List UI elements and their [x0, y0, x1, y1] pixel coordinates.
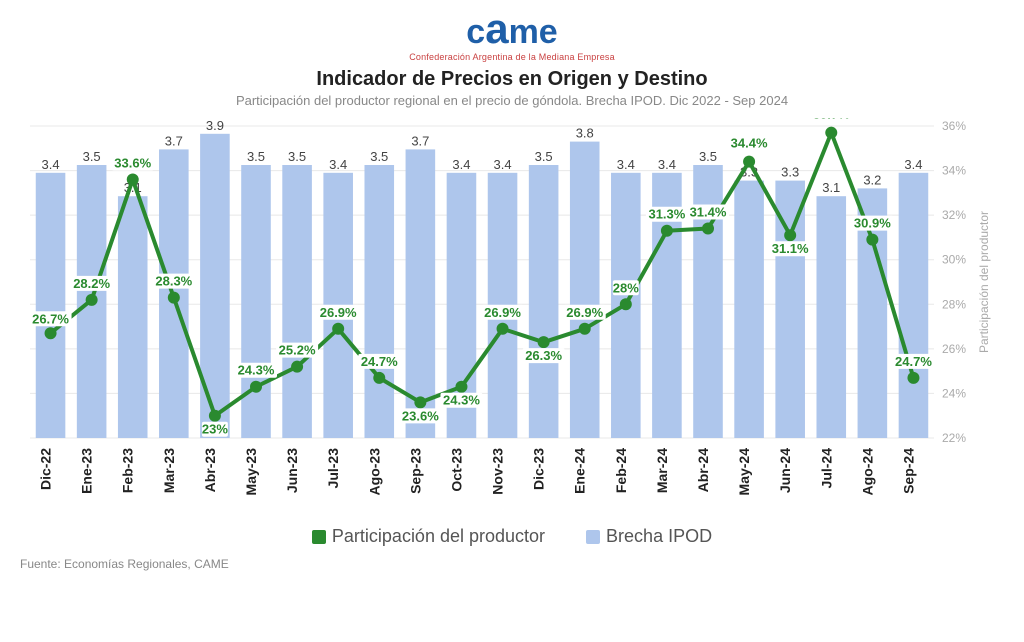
svg-text:3.5: 3.5	[699, 149, 717, 164]
legend-bar-swatch	[586, 530, 600, 544]
svg-text:25.2%: 25.2%	[279, 343, 316, 358]
svg-text:3.4: 3.4	[617, 157, 635, 172]
svg-text:Ago-24: Ago-24	[859, 448, 875, 496]
svg-text:26.7%: 26.7%	[32, 311, 69, 326]
svg-text:28%: 28%	[942, 297, 966, 311]
svg-text:23.6%: 23.6%	[402, 408, 439, 423]
svg-text:26.9%: 26.9%	[320, 305, 357, 320]
svg-text:Sep-23: Sep-23	[407, 448, 423, 494]
svg-text:Mar-23: Mar-23	[161, 448, 177, 493]
svg-text:3.1: 3.1	[822, 180, 840, 195]
svg-text:26.9%: 26.9%	[484, 305, 521, 320]
logo: came Confederación Argentina de la Media…	[20, 8, 1004, 62]
svg-text:3.4: 3.4	[42, 157, 60, 172]
svg-text:26%: 26%	[942, 342, 966, 356]
svg-text:24.3%: 24.3%	[238, 363, 275, 378]
svg-text:Oct-23: Oct-23	[448, 448, 464, 492]
svg-text:26.3%: 26.3%	[525, 348, 562, 363]
svg-text:Jul-24: Jul-24	[818, 448, 834, 489]
svg-text:3.3: 3.3	[781, 165, 799, 180]
svg-text:34%: 34%	[942, 164, 966, 178]
svg-text:24.3%: 24.3%	[443, 393, 480, 408]
svg-text:30%: 30%	[942, 253, 966, 267]
svg-text:Ene-24: Ene-24	[572, 448, 588, 494]
combo-chart-svg: 22% 24% 26% 28% 30% 32% 34% 36% Participación de…	[20, 118, 1004, 518]
source-text: Fuente: Economías Regionales, CAME	[20, 557, 1004, 571]
svg-text:28.2%: 28.2%	[73, 276, 110, 291]
svg-text:3.9: 3.9	[206, 118, 224, 133]
svg-text:3.5: 3.5	[370, 149, 388, 164]
svg-text:23%: 23%	[202, 422, 228, 437]
svg-text:33.6%: 33.6%	[114, 155, 151, 170]
svg-text:28.3%: 28.3%	[155, 274, 192, 289]
svg-text:Jul-23: Jul-23	[325, 448, 341, 489]
svg-text:3.5: 3.5	[535, 149, 553, 164]
svg-text:31.3%: 31.3%	[648, 207, 685, 222]
svg-text:3.2: 3.2	[863, 172, 881, 187]
svg-text:36%: 36%	[942, 119, 966, 133]
svg-text:26.9%: 26.9%	[566, 305, 603, 320]
svg-text:Jun-24: Jun-24	[777, 448, 793, 493]
svg-text:Abr-23: Abr-23	[202, 448, 218, 493]
svg-text:Feb-24: Feb-24	[613, 448, 629, 493]
svg-text:3.8: 3.8	[576, 126, 594, 141]
logo-subtitle: Confederación Argentina de la Mediana Em…	[20, 52, 1004, 62]
svg-text:Mar-24: Mar-24	[654, 448, 670, 493]
svg-text:28%: 28%	[613, 280, 639, 295]
svg-text:3.4: 3.4	[904, 157, 922, 172]
svg-text:32%: 32%	[942, 208, 966, 222]
svg-text:Sep-24: Sep-24	[900, 448, 916, 494]
svg-text:Ene-23: Ene-23	[79, 448, 95, 494]
legend-line-label: Participación del productor	[332, 526, 545, 547]
legend-item-line: Participación del productor	[312, 526, 545, 547]
svg-text:3.4: 3.4	[494, 157, 512, 172]
svg-text:31.1%: 31.1%	[772, 241, 809, 256]
logo-text: came	[466, 8, 557, 50]
svg-text:3.5: 3.5	[288, 149, 306, 164]
legend-line-swatch	[312, 530, 326, 544]
chart-title: Indicador de Precios en Origen y Destino	[20, 68, 1004, 91]
svg-text:May-24: May-24	[736, 448, 752, 496]
svg-text:24.7%: 24.7%	[361, 354, 398, 369]
svg-text:Dic-23: Dic-23	[531, 448, 547, 490]
chart-area: 22% 24% 26% 28% 30% 32% 34% 36% Participación de…	[20, 118, 1004, 518]
svg-text:22%: 22%	[942, 431, 966, 445]
chart-subtitle: Participación del productor regional en …	[20, 93, 1004, 108]
svg-text:30.9%: 30.9%	[854, 216, 891, 231]
svg-text:3.7: 3.7	[165, 133, 183, 148]
svg-text:3.7: 3.7	[411, 133, 429, 148]
legend: Participación del productor Brecha IPOD	[20, 526, 1004, 549]
svg-text:Jun-23: Jun-23	[284, 448, 300, 493]
svg-text:24%: 24%	[942, 386, 966, 400]
svg-text:Participación del productor: Participación del productor	[977, 211, 991, 353]
svg-text:Feb-23: Feb-23	[120, 448, 136, 493]
svg-text:Abr-24: Abr-24	[695, 448, 711, 493]
svg-text:May-23: May-23	[243, 448, 259, 496]
svg-text:3.5: 3.5	[247, 149, 265, 164]
svg-text:3.5: 3.5	[83, 149, 101, 164]
svg-text:34.4%: 34.4%	[731, 136, 768, 151]
svg-text:35.7%: 35.7%	[813, 118, 850, 122]
svg-text:Dic-22: Dic-22	[38, 448, 54, 490]
legend-bar-label: Brecha IPOD	[606, 526, 712, 547]
svg-text:3.4: 3.4	[452, 157, 470, 172]
svg-text:3.4: 3.4	[329, 157, 347, 172]
svg-text:24.7%: 24.7%	[895, 354, 932, 369]
legend-item-bar: Brecha IPOD	[586, 526, 712, 547]
svg-text:Ago-23: Ago-23	[366, 448, 382, 496]
svg-text:Nov-23: Nov-23	[490, 448, 506, 495]
svg-text:31.4%: 31.4%	[690, 205, 727, 220]
svg-text:3.4: 3.4	[658, 157, 676, 172]
